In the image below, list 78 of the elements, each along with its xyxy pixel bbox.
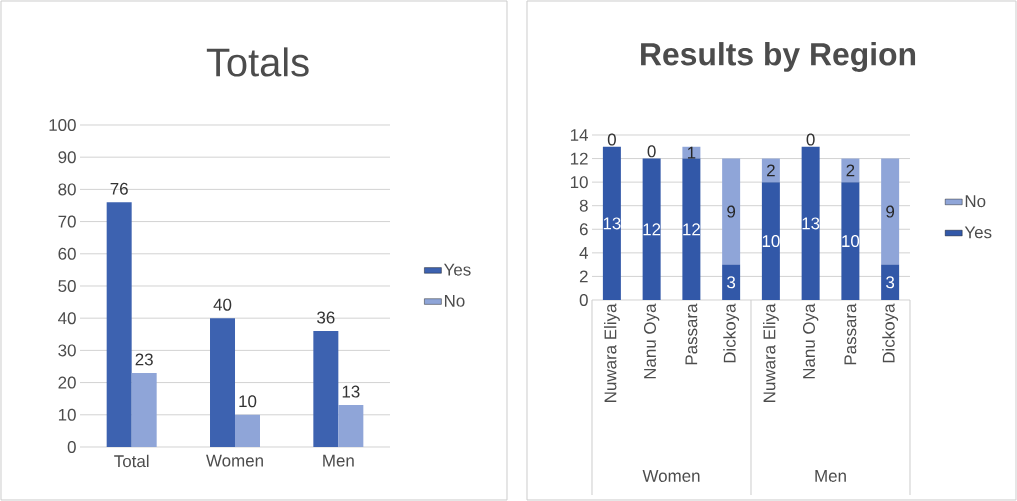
y-tick-label: 80: [58, 183, 76, 196]
data-label: 3: [886, 276, 895, 289]
x-tick-label: Nanu Oya: [802, 303, 819, 379]
y-tick-label: 70: [58, 215, 76, 228]
x-tick-label: Men: [323, 454, 354, 467]
y-tick-label: 8: [579, 199, 588, 212]
bar: [722, 264, 741, 300]
bar: [722, 158, 741, 265]
bar: [602, 146, 621, 300]
y-tick-label: 10: [570, 176, 588, 189]
data-label: 23: [135, 353, 153, 366]
text: Women: [642, 470, 700, 482]
data-label: 2: [767, 164, 775, 177]
data-label: 0: [647, 145, 656, 158]
x-tick-label: Women: [206, 454, 263, 467]
y-tick-label: 6: [579, 223, 588, 236]
x-tick-label: Dickoya: [882, 303, 899, 363]
y-tick-label: 0: [67, 440, 76, 453]
text: Men: [815, 470, 846, 482]
data-label: 36: [317, 311, 335, 324]
data-label: 10: [239, 395, 257, 408]
y-tick-label: 90: [58, 151, 76, 164]
bar: [841, 158, 860, 183]
y-tick-label: 20: [58, 376, 76, 389]
x-tick-label: Nuwara Eliya: [763, 303, 779, 402]
bar: [881, 158, 900, 265]
y-tick-label: 40: [58, 312, 76, 325]
data-label: 13: [342, 385, 360, 398]
y-tick-label: 4: [579, 247, 588, 259]
bar: [235, 414, 261, 447]
y-tick-label: 30: [58, 344, 76, 357]
data-label: 3: [727, 276, 736, 289]
x-tick-label: Nanu Oya: [643, 303, 660, 379]
y-tick-label: 2: [579, 270, 588, 283]
data-label: 12: [683, 223, 700, 236]
bar: [841, 182, 860, 300]
x-tick-label: Nuwara Eliya: [604, 303, 620, 402]
x-tick-label: Passara: [685, 303, 698, 365]
bar: [131, 372, 157, 447]
bar: [313, 331, 339, 447]
data-label: 0: [806, 133, 815, 146]
y-tick-label: 14: [570, 129, 588, 141]
bar: [761, 182, 780, 300]
data-label: 1: [687, 146, 696, 159]
y-tick-label: 50: [58, 279, 76, 292]
data-label: 9: [727, 205, 736, 218]
data-label: 13: [603, 217, 621, 230]
x-tick-label: Dickoya: [723, 303, 740, 363]
y-tick-label: 100: [49, 118, 76, 131]
data-label: 0: [607, 133, 616, 146]
data-label: 10: [842, 235, 860, 248]
data-label: 2: [846, 164, 855, 177]
bar: [801, 146, 820, 300]
data-label: 76: [110, 182, 128, 195]
y-tick-label: 60: [58, 247, 76, 260]
chart-title: Results by Region: [641, 42, 916, 72]
bar: [682, 158, 701, 300]
bar: [210, 318, 236, 447]
bar: [682, 146, 701, 159]
legend-label: No: [444, 294, 465, 307]
data-label: 9: [886, 205, 895, 218]
data-label: 13: [802, 217, 820, 230]
bar: [881, 264, 900, 300]
x-tick-label: Passara: [844, 303, 857, 365]
y-tick-label: 10: [58, 408, 76, 421]
y-tick-label: 0: [579, 293, 588, 306]
y-tick-label: 12: [570, 152, 588, 165]
x-tick-label: Total: [114, 454, 149, 468]
data-label: 12: [643, 223, 661, 236]
legend-label: Yes: [964, 226, 992, 239]
data-label: 10: [762, 235, 780, 248]
legend-label: Yes: [443, 263, 471, 276]
bar: [642, 158, 661, 300]
data-label: 40: [213, 298, 232, 311]
bar: [106, 202, 132, 447]
chart-title: Totals: [206, 47, 309, 77]
legend-label: No: [965, 195, 986, 208]
bar: [338, 405, 364, 447]
